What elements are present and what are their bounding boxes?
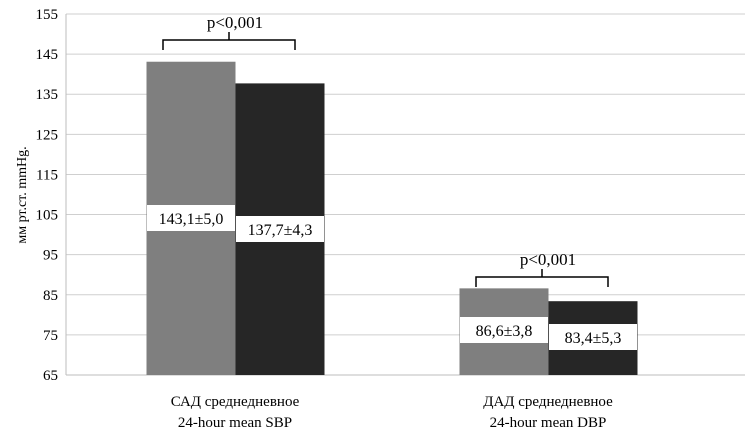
p-value-label: p<0,001 — [520, 250, 576, 269]
value-label-box — [147, 205, 235, 231]
significance-brackets: p<0,001 p<0,001 — [162, 13, 609, 287]
y-tick-label: 125 — [36, 127, 59, 143]
category-label: 24-hour mean DBP — [490, 415, 607, 431]
category-label: ДАД среднедневное — [483, 394, 613, 410]
y-tick-label: 115 — [36, 167, 58, 183]
y-tick-label: 105 — [36, 208, 59, 224]
y-tick-label: 75 — [43, 328, 58, 344]
value-label-box — [549, 324, 637, 350]
y-tick-label: 95 — [43, 248, 58, 264]
significance-bracket — [475, 269, 609, 287]
y-tick-label: 85 — [43, 288, 58, 304]
category-label: САД среднедневное — [171, 394, 300, 410]
value-label-box — [460, 317, 548, 343]
y-tick-label: 145 — [36, 47, 59, 63]
y-axis-label: мм рт.ст. mmHg. — [15, 146, 30, 243]
y-tick-label: 135 — [36, 87, 59, 103]
y-axis: 65 75 85 95 105 115 125 135 145 155 — [36, 7, 67, 384]
y-tick-label: 155 — [36, 7, 59, 23]
x-axis: САД среднедневное 24-hour mean SBP ДАД сре… — [171, 394, 613, 431]
y-tick-label: 65 — [43, 368, 58, 384]
value-label: 143,1±5,0 — [159, 211, 224, 228]
value-label: 83,4±5,3 — [565, 330, 622, 347]
category-label: 24-hour mean SBP — [178, 415, 292, 431]
p-value-label: p<0,001 — [207, 13, 263, 32]
value-label: 137,7±4,3 — [248, 222, 313, 239]
significance-bracket — [162, 32, 296, 50]
value-label-box — [236, 216, 324, 242]
value-label: 86,6±3,8 — [476, 323, 533, 340]
value-labels: 143,1±5,0 137,7±4,3 86,6±3,8 83,4±5,3 — [147, 205, 637, 350]
